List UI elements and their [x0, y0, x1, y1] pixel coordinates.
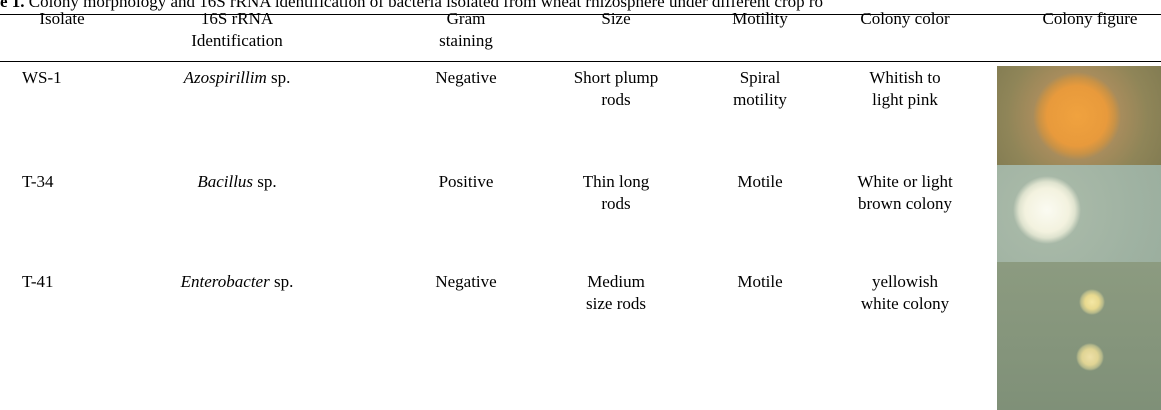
caption-label: e 1.: [0, 0, 25, 11]
motility-text: Motile: [737, 272, 783, 291]
colony-figure: [997, 66, 1161, 165]
header-text: Colony color: [860, 9, 950, 28]
header-text: Isolate: [39, 9, 85, 28]
identification: Enterobacter sp.: [181, 271, 294, 293]
caption-text: Colony morphology and 16S rRNA identific…: [28, 0, 824, 11]
header-text: Identification: [191, 31, 283, 50]
size-text: Short plump: [573, 68, 659, 87]
header-text: 16S rRNA: [200, 9, 274, 28]
size-text: size rods: [586, 294, 646, 313]
color-text: white colony: [860, 294, 950, 313]
header-cell: 16S rRNA Identification: [191, 8, 283, 52]
size-cell: Medium size rods: [586, 271, 646, 315]
identification: Bacillus sp.: [197, 171, 276, 193]
size-text: rods: [601, 194, 631, 213]
species-suffix: sp.: [271, 68, 291, 87]
header-cell: Gram staining: [439, 8, 493, 52]
header-cell: Size: [601, 8, 630, 30]
header-cell: Colony color: [860, 8, 949, 30]
gram-cell: Negative: [435, 67, 496, 89]
motility-text: motility: [733, 90, 787, 109]
color-text: White or light: [857, 172, 953, 191]
gram-cell: Negative: [435, 271, 496, 293]
color-cell: Whitish to light pink: [869, 67, 940, 111]
color-cell: White or light brown colony: [857, 171, 952, 215]
color-text: yellowish: [871, 272, 939, 291]
isolate: T-34: [22, 172, 54, 191]
header-cell: Motility: [732, 8, 788, 30]
header-text: Size: [601, 9, 631, 28]
size-text: Thin long: [582, 172, 650, 191]
gram-cell: Positive: [439, 171, 494, 193]
header-text: Gram: [446, 9, 486, 28]
color-text: Whitish to: [869, 68, 941, 87]
gram-text: Positive: [438, 172, 494, 191]
motility-text: Spiral: [739, 68, 781, 87]
genus: Bacillus: [197, 172, 254, 191]
header-cell: Colony figure: [1043, 8, 1138, 30]
motility-cell: Motile: [737, 271, 782, 293]
header-text: Colony figure: [1042, 9, 1138, 28]
color-text: light pink: [872, 90, 938, 109]
top-rule: [0, 14, 1161, 15]
isolate: WS-1: [22, 68, 62, 87]
size-cell: Thin long rods: [583, 171, 650, 215]
color-cell: yellowish white colony: [861, 271, 949, 315]
size-text: Medium: [587, 272, 645, 291]
caption: e 1. Colony morphology and 16S rRNA iden…: [0, 0, 823, 12]
genus: Azospirillim: [183, 68, 267, 87]
size-text: rods: [601, 90, 631, 109]
header-cell: Isolate: [39, 8, 84, 30]
identification: Azospirillim sp.: [184, 67, 291, 89]
species-suffix: sp.: [257, 172, 277, 191]
color-text: brown colony: [858, 194, 952, 213]
genus: Enterobacter: [180, 272, 270, 291]
header-rule: [0, 61, 1161, 62]
gram-text: Negative: [435, 272, 497, 291]
colony-figure: [997, 262, 1161, 410]
size-cell: Short plump rods: [574, 67, 659, 111]
header-text: Motility: [732, 9, 788, 28]
isolate: T-41: [22, 272, 54, 291]
motility-cell: Spiral motility: [733, 67, 787, 111]
colony-figure: [997, 165, 1161, 262]
header-text: staining: [439, 31, 493, 50]
motility-text: Motile: [737, 172, 783, 191]
species-suffix: sp.: [273, 272, 294, 291]
motility-cell: Motile: [737, 171, 782, 193]
gram-text: Negative: [435, 68, 497, 87]
